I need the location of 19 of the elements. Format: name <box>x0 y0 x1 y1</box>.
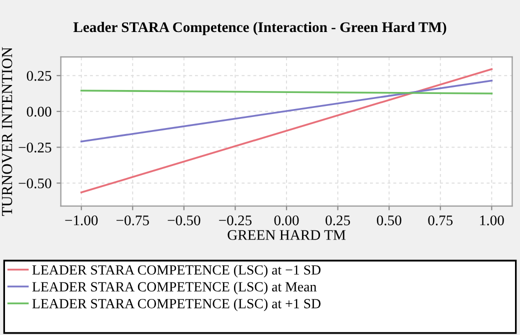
x-tick-label: 0.25 <box>326 215 350 226</box>
legend-label: LEADER STARA COMPETENCE (LSC) at −1 SD <box>32 264 321 278</box>
y-tick-label: −0.25 <box>18 142 52 153</box>
y-tick-label: 0.25 <box>26 70 52 81</box>
x-tick-label: 0.75 <box>428 215 453 226</box>
x-tick-label: −0.25 <box>219 215 252 226</box>
x-tick-label: 1.00 <box>480 215 504 226</box>
x-tick-label: 0.50 <box>376 215 402 226</box>
x-axis-title: GREEN HARD TM <box>228 230 346 240</box>
chart-title: Leader STARA Competence (Interaction - Green Hard TM) <box>73 22 446 36</box>
y-tick-label: −0.50 <box>18 178 52 188</box>
legend-label: LEADER STARA COMPETENCE (LSC) at Mean <box>32 282 316 294</box>
x-tick-label: −0.75 <box>116 215 149 226</box>
x-tick-label: −1.00 <box>65 215 98 226</box>
y-tick-label: 0.00 <box>26 106 52 117</box>
x-tick-label: −0.50 <box>168 215 200 226</box>
x-tick-label: 0.00 <box>274 215 299 226</box>
legend-label: LEADER STARA COMPETENCE (LSC) at +1 SD <box>32 298 321 312</box>
y-axis-title: TURNOVER INTENTION <box>2 47 12 216</box>
